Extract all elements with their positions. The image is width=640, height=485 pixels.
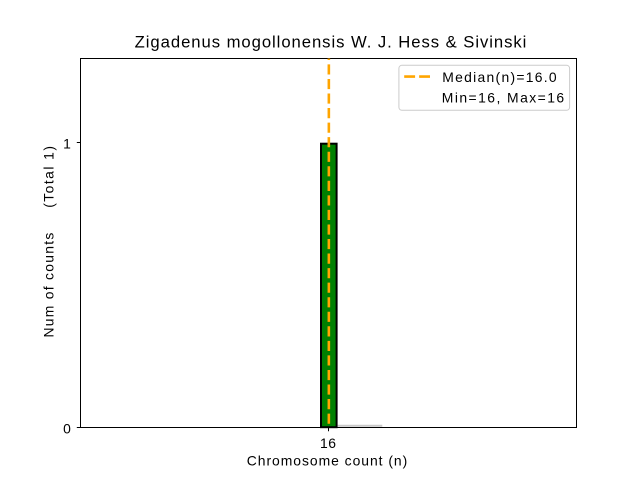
- svg-text:Chromosome count (n): Chromosome count (n): [247, 453, 408, 469]
- svg-text:Min=16, Max=16: Min=16, Max=16: [442, 90, 566, 106]
- svg-text:0: 0: [63, 421, 71, 437]
- svg-text:Num of counts: Num of counts: [41, 231, 57, 337]
- svg-text:16: 16: [320, 435, 337, 451]
- svg-text:(Total 1): (Total 1): [41, 145, 57, 208]
- svg-text:Median(n)=16.0: Median(n)=16.0: [442, 69, 558, 85]
- svg-text:Zigadenus mogollonensis W. J.: Zigadenus mogollonensis W. J. Hess & Siv…: [135, 33, 528, 52]
- svg-text:1: 1: [63, 135, 71, 151]
